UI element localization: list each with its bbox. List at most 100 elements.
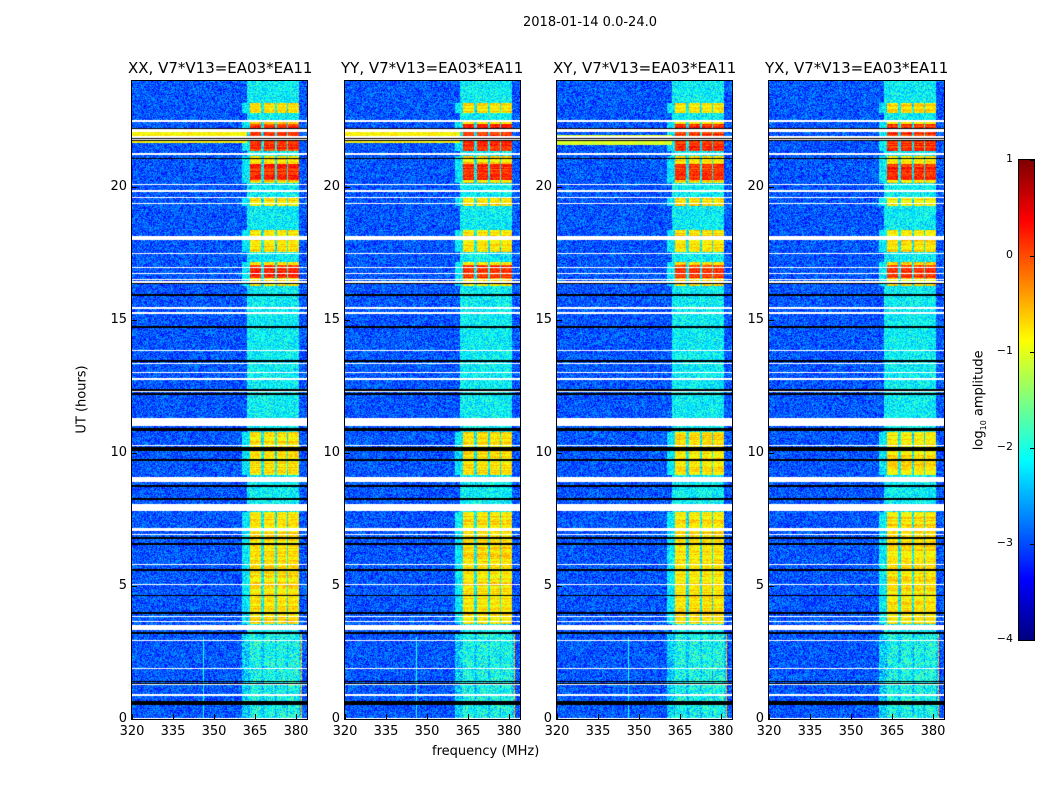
y-tick-label: 5 <box>755 578 764 594</box>
colorbar-tick-mark <box>1030 640 1035 641</box>
y-tick-label: 10 <box>323 445 340 461</box>
y-tick-label: 15 <box>323 312 340 328</box>
x-tick-mark <box>639 714 641 720</box>
y-tick-label: 20 <box>323 179 340 195</box>
x-tick-mark <box>933 714 935 720</box>
colorbar-tick-label: −1 <box>996 344 1013 357</box>
colorbar-label-sub: 10 <box>979 420 989 431</box>
spectrogram-panel <box>131 80 308 720</box>
y-tick-mark <box>768 320 774 322</box>
y-axis-label: UT (hours) <box>74 365 90 434</box>
x-tick-label: 320 <box>332 724 358 739</box>
x-tick-mark <box>345 714 346 720</box>
colorbar-tick-label: −4 <box>996 632 1013 645</box>
chart-title: 2018-01-14 0.0-24.0 <box>523 15 657 30</box>
spectrogram-heatmap <box>345 81 520 719</box>
x-tick-mark <box>810 714 812 720</box>
y-tick-label: 15 <box>747 312 764 328</box>
colorbar-tick-label: −2 <box>996 440 1013 453</box>
x-tick-label: 365 <box>455 724 481 739</box>
y-tick-mark <box>344 320 350 322</box>
x-tick-mark <box>892 714 894 720</box>
x-tick-label: 320 <box>119 724 145 739</box>
y-tick-label: 20 <box>535 179 552 195</box>
y-tick-mark <box>344 719 350 720</box>
x-tick-label: 380 <box>708 724 734 739</box>
x-tick-mark <box>769 714 770 720</box>
x-tick-label: 380 <box>920 724 946 739</box>
y-tick-mark <box>344 453 350 455</box>
colorbar <box>1018 159 1035 641</box>
y-tick-label: 0 <box>331 711 340 726</box>
colorbar-tick-mark <box>1030 448 1035 449</box>
colorbar-tick-label: 0 <box>1006 248 1013 261</box>
x-tick-label: 335 <box>373 724 399 739</box>
colorbar-tick-mark <box>1030 544 1035 545</box>
y-tick-mark <box>556 586 562 588</box>
x-tick-mark <box>509 714 511 720</box>
x-tick-label: 350 <box>414 724 440 739</box>
x-tick-mark <box>557 714 558 720</box>
x-tick-label: 320 <box>544 724 570 739</box>
x-tick-mark <box>427 714 429 720</box>
x-tick-label: 380 <box>283 724 309 739</box>
y-tick-mark <box>131 453 137 455</box>
y-tick-mark <box>131 586 137 588</box>
colorbar-tick-mark <box>1030 352 1035 353</box>
x-tick-mark <box>851 714 853 720</box>
panel-title: YY, V7*V13=EA03*EA11 <box>341 59 524 77</box>
x-tick-mark <box>255 714 257 720</box>
colorbar-gradient <box>1019 160 1034 640</box>
colorbar-tick-label: 1 <box>1006 152 1013 165</box>
colorbar-label: log10 amplitude <box>972 350 989 450</box>
y-tick-mark <box>131 320 137 322</box>
y-tick-mark <box>131 719 137 720</box>
x-tick-label: 320 <box>756 724 782 739</box>
y-tick-label: 10 <box>747 445 764 461</box>
y-tick-label: 10 <box>110 445 127 461</box>
spectrogram-panel <box>768 80 945 720</box>
y-tick-mark <box>556 719 562 720</box>
x-tick-mark <box>721 714 723 720</box>
y-tick-mark <box>344 586 350 588</box>
x-tick-mark <box>386 714 388 720</box>
y-tick-label: 5 <box>331 578 340 594</box>
x-tick-label: 335 <box>797 724 823 739</box>
x-tick-label: 350 <box>201 724 227 739</box>
spectrogram-heatmap <box>132 81 307 719</box>
colorbar-tick-mark <box>1030 256 1035 257</box>
y-tick-mark <box>556 453 562 455</box>
y-tick-mark <box>768 586 774 588</box>
panel-title: XX, V7*V13=EA03*EA11 <box>128 59 313 77</box>
x-tick-label: 335 <box>585 724 611 739</box>
x-tick-label: 350 <box>626 724 652 739</box>
y-tick-label: 0 <box>118 711 127 726</box>
x-tick-mark <box>132 714 133 720</box>
colorbar-label-rest: amplitude <box>971 350 987 421</box>
y-tick-label: 15 <box>535 312 552 328</box>
x-tick-mark <box>680 714 682 720</box>
y-tick-label: 0 <box>543 711 552 726</box>
spectrogram-heatmap <box>769 81 944 719</box>
colorbar-label-main: log <box>971 430 987 451</box>
y-tick-mark <box>131 187 137 189</box>
x-tick-mark <box>296 714 298 720</box>
colorbar-tick-mark <box>1030 160 1035 161</box>
y-tick-label: 5 <box>118 578 127 594</box>
x-tick-mark <box>173 714 175 720</box>
y-tick-label: 5 <box>543 578 552 594</box>
x-tick-mark <box>598 714 600 720</box>
spectrogram-panel <box>344 80 521 720</box>
y-tick-label: 0 <box>755 711 764 726</box>
panel-title: XY, V7*V13=EA03*EA11 <box>553 59 737 77</box>
x-tick-mark <box>214 714 216 720</box>
y-tick-label: 20 <box>110 179 127 195</box>
panel-title: YX, V7*V13=EA03*EA11 <box>765 59 949 77</box>
y-tick-mark <box>768 719 774 720</box>
spectrogram-heatmap <box>557 81 732 719</box>
y-tick-label: 20 <box>747 179 764 195</box>
x-tick-mark <box>468 714 470 720</box>
y-tick-mark <box>768 453 774 455</box>
x-tick-label: 380 <box>496 724 522 739</box>
spectrogram-panel <box>556 80 733 720</box>
